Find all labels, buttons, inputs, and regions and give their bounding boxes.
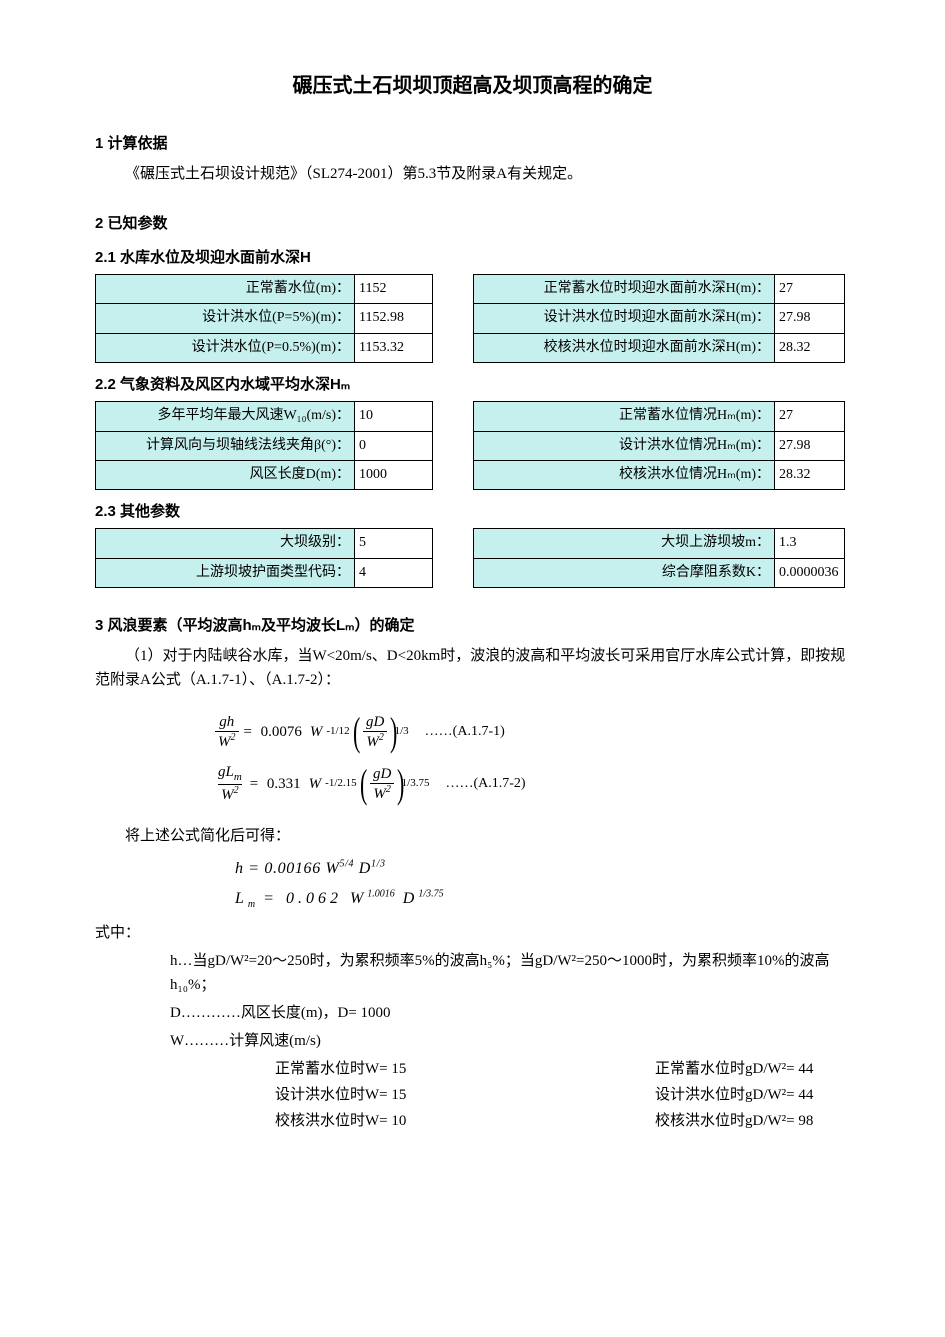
eq2-label: ……(A.1.7-2) [429,773,525,795]
param-label: 校核洪水位情况Hₘ(m)： [473,461,775,490]
section-2-heading: 2 已知参数 [95,212,850,236]
simplified-L: Lm = 0.062 W1.0016 D1/3.75 [235,886,850,913]
param-value: 5 [355,528,433,558]
wind-speed-right: 正常蓄水位时gD/W²= 44 [655,1057,813,1081]
gap [433,304,473,333]
param-label: 设计洪水位时坝迎水面前水深H(m)： [473,304,775,333]
table-2-2: 多年平均年最大风速W₁₀(m/s)：10正常蓄水位情况Hₘ(m)：27计算风向与… [95,401,850,490]
table-row: 设计洪水位(P=5%)(m)：1152.98 设计洪水位时坝迎水面前水深H(m)：… [95,304,850,333]
param-value: 27.98 [775,304,845,333]
where-h: h…当gD/W²=20～250时，为累积频率5%的波高h₅%；当gD/W²=25… [170,949,850,997]
param-label: 综合摩阻系数K： [473,559,775,588]
wind-speed-left: 正常蓄水位时W= 15 [275,1057,655,1081]
section-1-heading: 1 计算依据 [95,132,850,156]
param-value: 1000 [355,461,433,490]
where-wind-line: 校核洪水位时W= 10校核洪水位时gD/W²= 98 [140,1109,850,1133]
section-3-heading: 3 风浪要素（平均波高hₘ及平均波长Lₘ）的确定 [95,614,850,638]
table-row: 大坝级别：5 大坝上游坝坡m：1.3 [95,528,850,558]
param-label: 风区长度D(m)： [95,461,355,490]
param-value: 4 [355,559,433,588]
wind-speed-right: 设计洪水位时gD/W²= 44 [655,1083,813,1107]
section-3-para-1: （1）对于内陆峡谷水库，当W<20m/s、D<20km时，波浪的波高和平均波长可… [95,644,850,692]
table-row: 多年平均年最大风速W₁₀(m/s)：10 正常蓄水位情况Hₘ(m)：27 [95,401,850,431]
where-block: h…当gD/W²=20～250时，为累积频率5%的波高h₅%；当gD/W²=25… [140,949,850,1133]
where-wind-line: 设计洪水位时W= 15设计洪水位时gD/W²= 44 [140,1083,850,1107]
param-label: 设计洪水位情况Hₘ(m)： [473,432,775,461]
param-label: 正常蓄水位情况Hₘ(m)： [473,401,775,431]
where-label: 式中： [95,921,850,945]
where-W: W………计算风速(m/s) [170,1029,850,1053]
eq1-label: ……(A.1.7-1) [409,721,505,743]
param-value: 28.32 [775,334,845,363]
gap [433,432,473,461]
gap [433,559,473,588]
section-2-2-heading: 2.2 气象资料及风区内水域平均水深Hₘ [95,373,850,397]
param-label: 上游坝坡护面类型代码： [95,559,355,588]
gap [433,274,473,304]
gap [433,334,473,363]
param-label: 计算风向与坝轴线法线夹角β(°)： [95,432,355,461]
wind-speed-right: 校核洪水位时gD/W²= 98 [655,1109,813,1133]
where-wind-line: 正常蓄水位时W= 15正常蓄水位时gD/W²= 44 [140,1057,850,1081]
param-label: 设计洪水位(P=5%)(m)： [95,304,355,333]
param-value: 27 [775,401,845,431]
table-row: 计算风向与坝轴线法线夹角β(°)：0 设计洪水位情况Hₘ(m)：27.98 [95,432,850,461]
param-value: 0 [355,432,433,461]
param-value: 28.32 [775,461,845,490]
gap [433,401,473,431]
table-2-1: 正常蓄水位(m)：1152正常蓄水位时坝迎水面前水深H(m)：27设计洪水位(P… [95,274,850,363]
table-row: 风区长度D(m)：1000 校核洪水位情况Hₘ(m)：28.32 [95,461,850,490]
param-value: 10 [355,401,433,431]
param-label: 校核洪水位时坝迎水面前水深H(m)： [473,334,775,363]
param-value: 27 [775,274,845,304]
param-label: 正常蓄水位(m)： [95,274,355,304]
simplified-h: h = 0.00166 W5/4 D1/3 [235,856,850,882]
param-label: 设计洪水位(P=0.5%)(m)： [95,334,355,363]
document-title: 碾压式土石坝坝顶超高及坝顶高程的确定 [95,70,850,102]
section-1-text: 《碾压式土石坝设计规范》（SL274-2001）第5.3节及附录A有关规定。 [95,162,850,186]
param-value: 1.3 [775,528,845,558]
where-D: D…………风区长度(m)，D= 1000 [170,1001,850,1025]
section-2-1-heading: 2.1 水库水位及坝迎水面前水深H [95,246,850,270]
simplified-equations: h = 0.00166 W5/4 D1/3 Lm = 0.062 W1.0016… [235,856,850,913]
param-label: 多年平均年最大风速W₁₀(m/s)： [95,401,355,431]
param-value: 0.0000036 [775,559,845,588]
wind-speed-left: 校核洪水位时W= 10 [275,1109,655,1133]
param-label: 正常蓄水位时坝迎水面前水深H(m)： [473,274,775,304]
table-row: 上游坝坡护面类型代码：4 综合摩阻系数K：0.0000036 [95,559,850,588]
wind-speed-left: 设计洪水位时W= 15 [275,1083,655,1107]
gap [433,528,473,558]
section-2-3-heading: 2.3 其他参数 [95,500,850,524]
equation-block: ghW2 = 0.0076W-1/12 ( gDW2 )1/3 ……(A.1.7… [215,710,850,806]
param-value: 1152.98 [355,304,433,333]
simplified-intro: 将上述公式简化后可得： [95,824,850,848]
table-row: 正常蓄水位(m)：1152 正常蓄水位时坝迎水面前水深H(m)：27 [95,274,850,304]
equation-a17-1: ghW2 = 0.0076W-1/12 ( gDW2 )1/3 ……(A.1.7… [215,710,850,754]
table-row: 设计洪水位(P=0.5%)(m)：1153.32 校核洪水位时坝迎水面前水深H(m… [95,334,850,363]
gap [433,461,473,490]
param-value: 27.98 [775,432,845,461]
param-value: 1153.32 [355,334,433,363]
table-2-3: 大坝级别：5 大坝上游坝坡m：1.3 上游坝坡护面类型代码：4 综合摩阻系数K：0.0… [95,528,850,588]
param-label: 大坝级别： [95,528,355,558]
equation-a17-2: gLmW2 = 0.331W-1/2.15 ( gDW2 )1/3.75 ……(… [215,762,850,806]
param-value: 1152 [355,274,433,304]
param-label: 大坝上游坝坡m： [473,528,775,558]
